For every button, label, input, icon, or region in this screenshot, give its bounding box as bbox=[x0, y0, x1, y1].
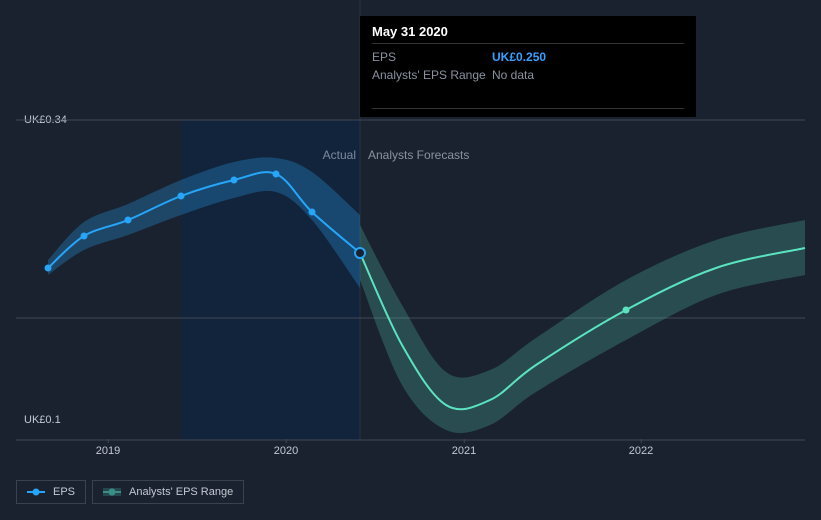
tooltip-row: Analysts' EPS RangeNo data bbox=[372, 66, 684, 84]
forecast-point bbox=[623, 307, 630, 314]
eps-point bbox=[178, 193, 185, 200]
chart-tooltip: May 31 2020 EPSUK£0.250Analysts' EPS Ran… bbox=[360, 16, 696, 117]
tooltip-date: May 31 2020 bbox=[372, 24, 684, 44]
eps-point bbox=[81, 233, 88, 240]
eps-chart-container: May 31 2020 EPSUK£0.250Analysts' EPS Ran… bbox=[0, 0, 821, 520]
hover-marker bbox=[355, 248, 365, 258]
forecast-band bbox=[360, 220, 805, 433]
chart-svg bbox=[16, 120, 805, 440]
chart-plot-area[interactable] bbox=[16, 120, 805, 440]
tooltip-row-value: UK£0.250 bbox=[492, 48, 546, 66]
legend-item-eps-range[interactable]: Analysts' EPS Range bbox=[92, 480, 244, 504]
x-axis: 2019 2020 2021 2022 bbox=[16, 445, 805, 465]
tooltip-row-value: No data bbox=[492, 66, 534, 84]
legend-label: EPS bbox=[53, 486, 75, 498]
tooltip-divider bbox=[372, 108, 684, 109]
x-axis-label: 2020 bbox=[274, 445, 298, 457]
chart-legend: EPS Analysts' EPS Range bbox=[16, 480, 244, 504]
x-axis-label: 2021 bbox=[452, 445, 476, 457]
eps-point bbox=[309, 209, 316, 216]
tooltip-row-label: EPS bbox=[372, 48, 492, 66]
legend-label: Analysts' EPS Range bbox=[129, 486, 233, 498]
legend-item-eps[interactable]: EPS bbox=[16, 480, 86, 504]
tooltip-row-label: Analysts' EPS Range bbox=[372, 66, 492, 84]
legend-marker-eps-range bbox=[103, 488, 121, 496]
x-axis-label: 2019 bbox=[96, 445, 120, 457]
eps-point bbox=[125, 217, 132, 224]
eps-point bbox=[273, 171, 280, 178]
eps-point bbox=[231, 177, 238, 184]
x-axis-label: 2022 bbox=[629, 445, 653, 457]
tooltip-row: EPSUK£0.250 bbox=[372, 48, 684, 66]
legend-marker-eps bbox=[27, 488, 45, 496]
eps-point bbox=[45, 265, 52, 272]
